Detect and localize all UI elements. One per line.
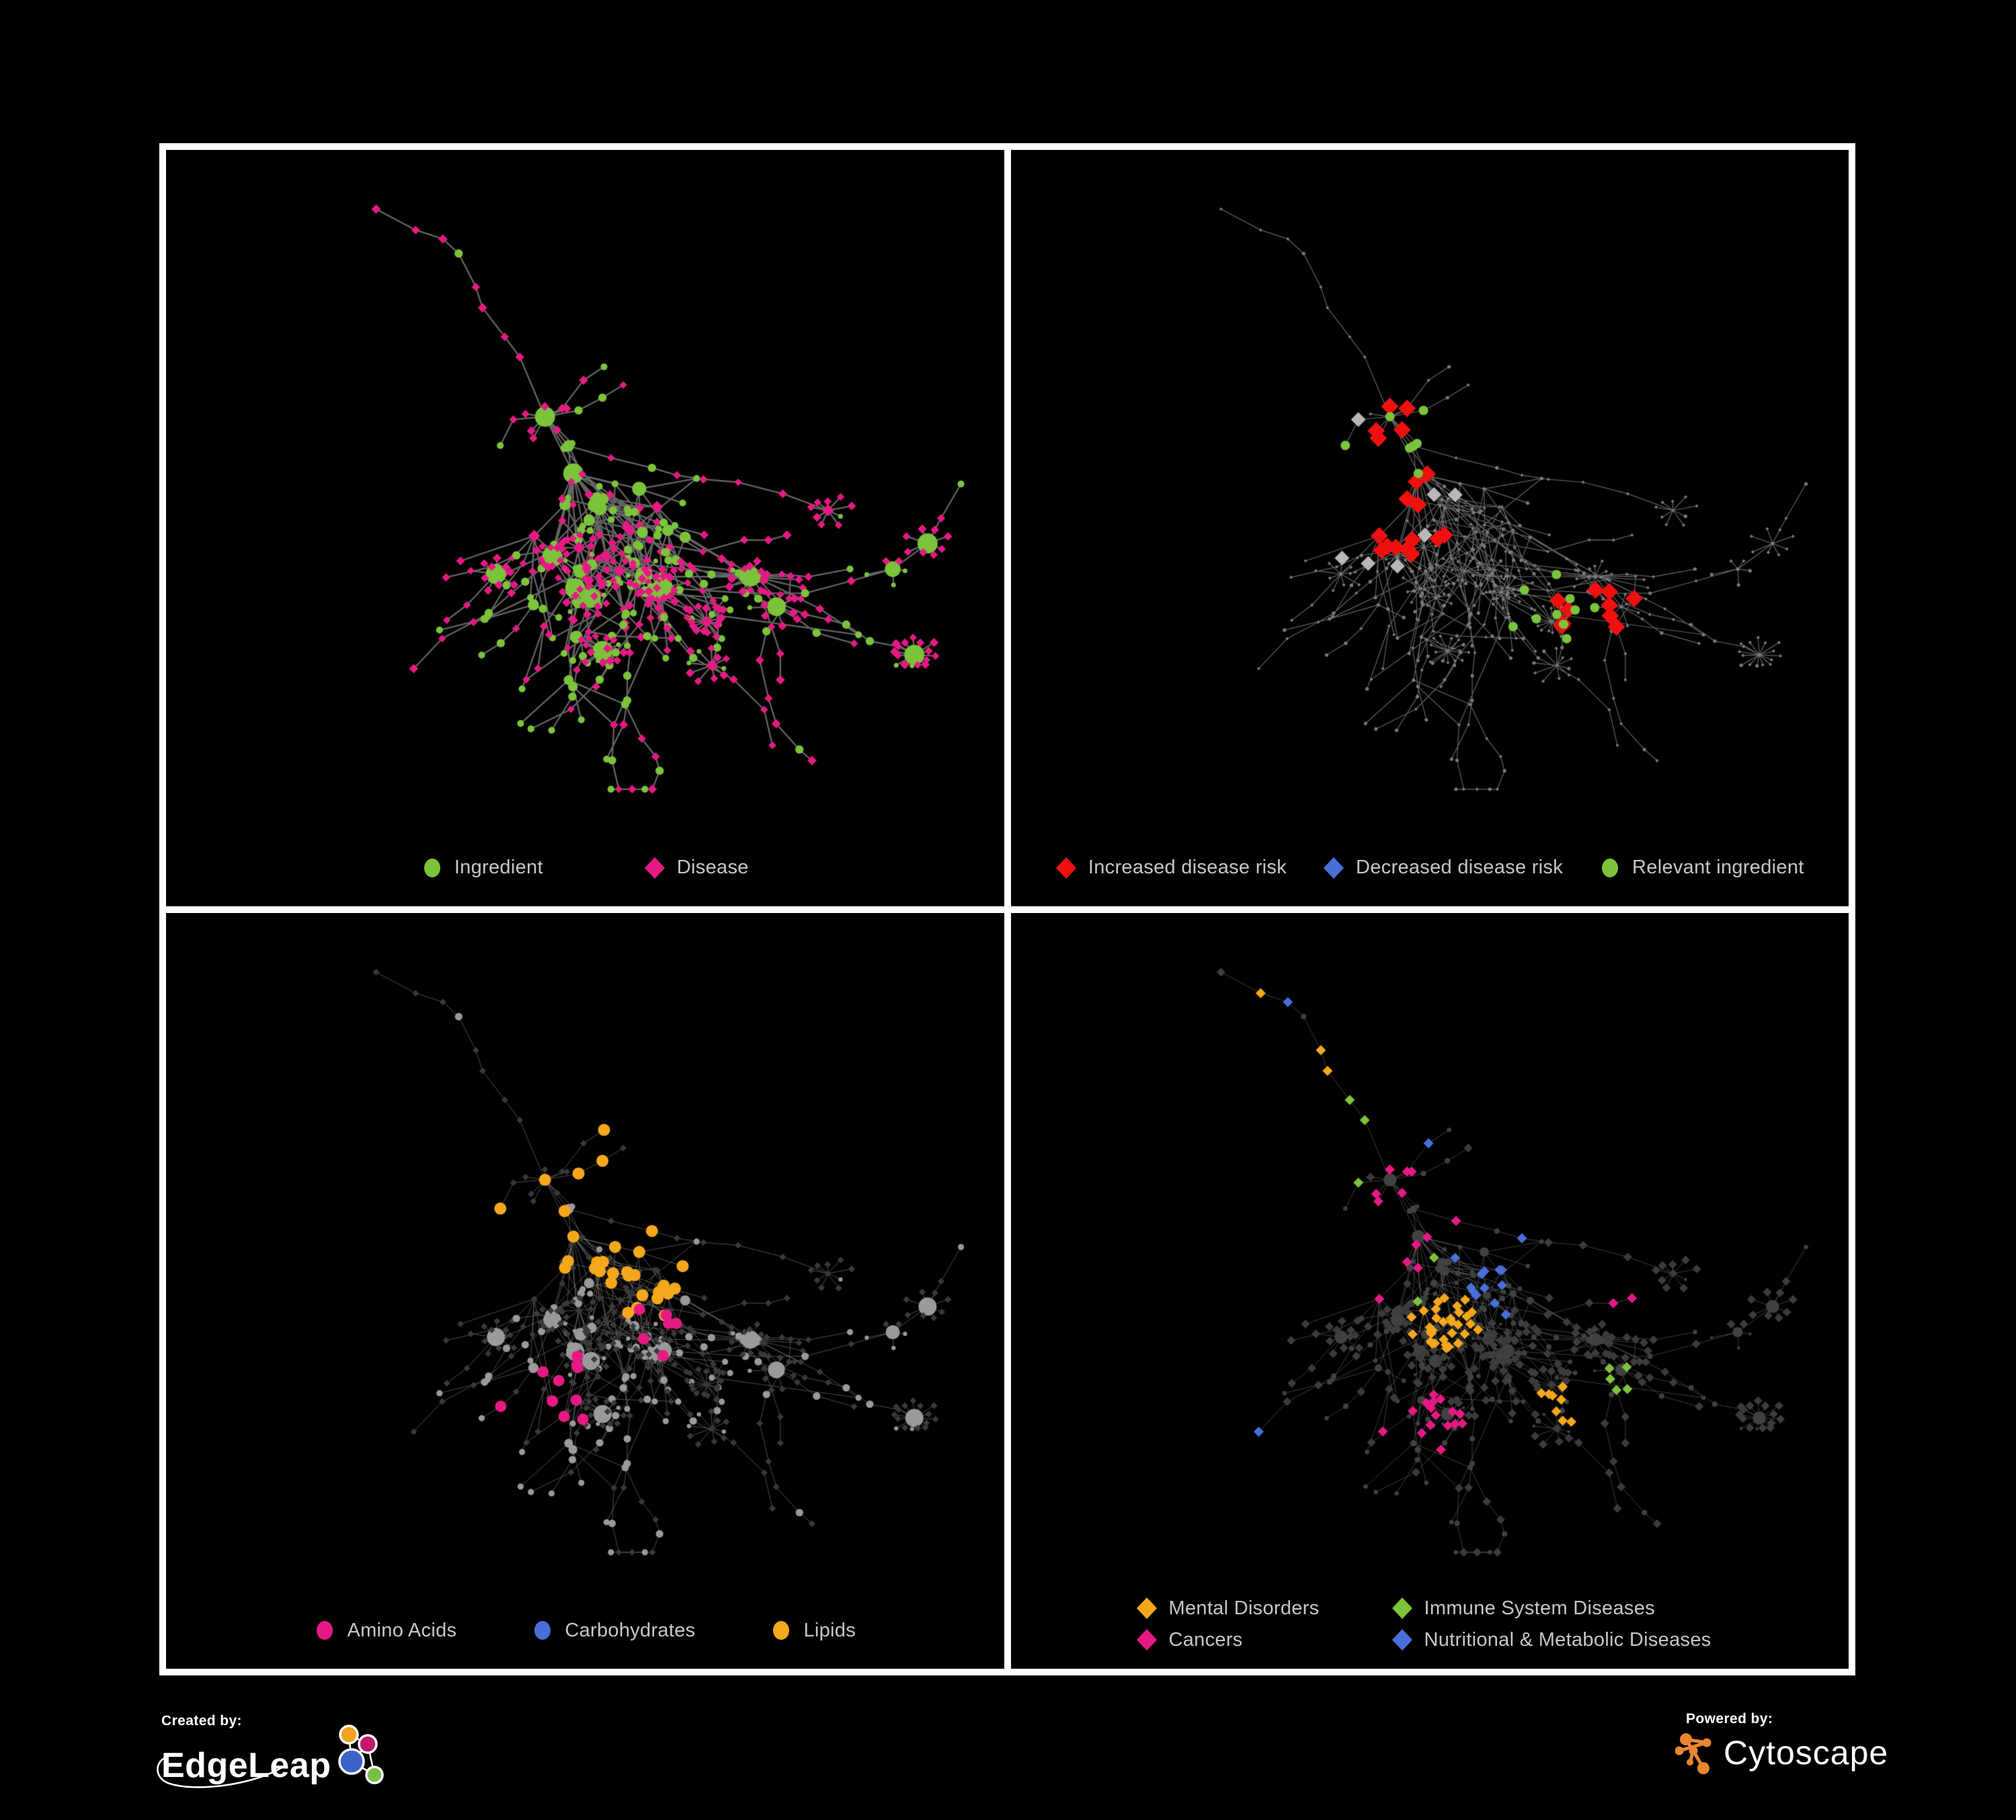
legend-marker-circle-icon [424,858,440,877]
legend-marker-diamond-icon [1136,1629,1157,1651]
legend-label: Disease [676,857,749,878]
legend-nutrient-classes: Amino Acids Carbohydrates Lipids [166,1619,1004,1642]
legend-label: Nutritional & Metabolic Diseases [1424,1628,1711,1651]
edgeleap-logo-text: EdgeLeap [161,1746,331,1785]
legend-label: Carbohydrates [565,1619,696,1641]
legend-marker-diamond-icon [1136,1597,1157,1619]
legend-marker-diamond-icon [1055,857,1076,879]
legend-item-cancers: Cancers [1136,1628,1392,1651]
legend-disease-classes: Mental Disorders Immune System Diseases Ca… [1136,1597,1711,1651]
legend-label: Decreased disease risk [1356,857,1564,878]
cytoscape-brand-row: Cytoscape [1675,1731,1897,1774]
legend-marker-diamond-icon [1392,1629,1412,1651]
legend-item-ingredient: Ingredient [421,857,543,879]
legend-item-mental-disorders: Mental Disorders [1136,1597,1392,1620]
legend-item-immune-system-diseases: Immune System Diseases [1392,1597,1711,1620]
legend-label: Ingredient [454,857,543,878]
legend-item-decreased-disease-risk: Decreased disease risk [1323,857,1563,879]
panel-disease-classes: Mental Disorders Immune System Diseases Ca… [1010,912,1849,1669]
legend-ingredient-disease: Ingredient Disease [166,857,1004,879]
legend-disease-risk: Increased disease risk Decreased disease … [1011,857,1849,879]
legend-item-nutritional-metabolic-diseases: Nutritional & Metabolic Diseases [1392,1628,1711,1651]
panel-ingredient-disease: Ingredient Disease [166,150,1004,906]
network-nutrient-classes [166,912,1004,1669]
panel-grid: Ingredient Disease Increased disease risk… [159,143,1855,1675]
edgeleap-brand-row: EdgeLeap [161,1725,390,1798]
legend-item-relevant-ingredient: Relevant ingredient [1599,857,1804,879]
legend-item-lipids: Lipids [770,1619,856,1642]
edgeleap-credit: Created by: EdgeLeap [157,1713,390,1801]
legend-marker-diamond-icon [644,857,665,879]
network-disease-classes [1010,912,1849,1669]
legend-item-carbohydrates: Carbohydrates [532,1619,695,1642]
legend-label: Lipids [803,1619,856,1641]
cytoscape-logo-icon [1675,1733,1711,1774]
legend-label: Cancers [1168,1628,1243,1651]
legend-marker-circle-icon [1602,858,1619,877]
legend-marker-diamond-icon [1324,857,1344,879]
legend-label: Increased disease risk [1088,857,1287,878]
legend-label: Immune System Diseases [1424,1597,1655,1619]
legend-label: Relevant ingredient [1632,857,1804,878]
cytoscape-logo-text: Cytoscape [1724,1734,1889,1772]
legend-marker-circle-icon [317,1621,333,1640]
network-ingredient-disease [166,150,1004,906]
created-by-label: Created by: [161,1713,242,1729]
powered-by-label: Powered by: [1686,1711,1773,1727]
legend-item-amino-acids: Amino Acids [314,1619,456,1642]
legend-marker-circle-icon [534,1621,551,1640]
legend-item-disease: Disease [644,857,749,879]
panel-disease-risk: Increased disease risk Decreased disease … [1010,150,1849,906]
edgeleap-logo-icon [337,1725,384,1784]
panel-nutrient-classes: Amino Acids Carbohydrates Lipids [166,912,1004,1669]
legend-marker-diamond-icon [1392,1597,1412,1619]
legend-label: Mental Disorders [1168,1597,1320,1619]
network-disease-risk [1010,150,1849,906]
legend-marker-circle-icon [773,1621,790,1640]
legend-item-increased-disease-risk: Increased disease risk [1055,857,1287,879]
cytoscape-credit: Powered by: Cytoscape [1675,1711,1897,1792]
legend-label: Amino Acids [347,1619,457,1641]
